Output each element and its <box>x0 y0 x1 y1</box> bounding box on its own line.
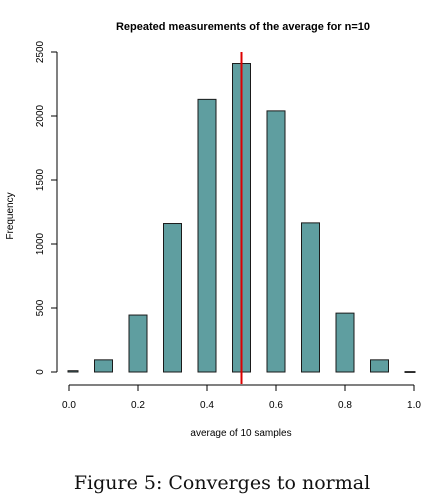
y-tick-label: 0 <box>35 369 46 375</box>
histogram-bar <box>266 110 286 373</box>
histogram-bar <box>94 359 113 373</box>
y-axis: 0 500 1000 1500 2000 2500 <box>35 40 58 375</box>
figure-caption: Figure 5: Converges to normal <box>73 472 371 494</box>
histogram-bar <box>370 359 389 373</box>
y-tick-label: 1000 <box>35 232 46 255</box>
histogram-bar <box>301 222 320 373</box>
chart-title: Repeated measurements of the average for… <box>116 21 370 33</box>
histogram-bar <box>404 371 416 373</box>
histogram-bar <box>163 223 182 373</box>
y-axis-label: Frequency <box>5 192 16 239</box>
histogram-bar <box>128 314 148 373</box>
histogram-bar <box>197 98 217 373</box>
histogram-bar <box>335 312 355 373</box>
x-tick-label: 0.8 <box>338 400 352 411</box>
x-tick-label: 0.0 <box>62 400 76 411</box>
histogram-chart: Repeated measurements of the average for… <box>5 21 421 439</box>
y-tick-label: 2000 <box>35 104 46 127</box>
y-tick-label: 500 <box>35 299 46 316</box>
x-axis-label: average of 10 samples <box>190 428 291 439</box>
x-tick-label: 0.2 <box>131 400 145 411</box>
histogram-bar <box>67 370 79 373</box>
y-tick-label: 1500 <box>35 168 46 191</box>
x-tick-label: 0.4 <box>200 400 214 411</box>
x-tick-label: 0.6 <box>269 400 283 411</box>
x-tick-label: 1.0 <box>407 400 421 411</box>
y-tick-label: 2500 <box>35 40 46 63</box>
x-axis: 0.0 0.2 0.4 0.6 0.8 1.0 <box>62 384 421 411</box>
